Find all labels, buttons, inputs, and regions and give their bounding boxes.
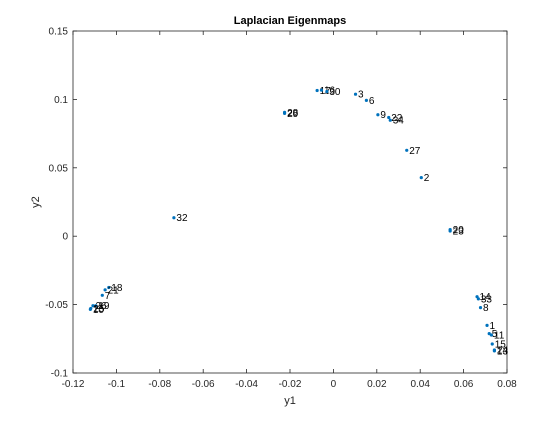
data-point — [376, 113, 380, 117]
point-label: 6 — [369, 96, 375, 107]
point-label: 29 — [287, 109, 299, 120]
x-tick-label: -0.08 — [148, 379, 171, 390]
point-label: 23 — [453, 227, 465, 238]
data-point — [319, 88, 324, 92]
chart-title: Laplacian Eigenmaps — [234, 15, 346, 27]
point-label: 8 — [483, 303, 489, 314]
data-point — [419, 176, 423, 180]
point-label: 11 — [494, 330, 505, 341]
point-label: 5 — [492, 329, 498, 340]
x-axis-label: y1 — [284, 395, 296, 407]
data-point — [315, 88, 319, 93]
point-label: 21 — [108, 285, 120, 296]
point-label: 7 — [105, 291, 111, 302]
point-label: 22 — [391, 113, 403, 124]
data-point — [353, 92, 358, 96]
plot-area — [72, 30, 508, 374]
point-label: 10 — [93, 305, 105, 316]
y-axis-label: y2 — [30, 196, 42, 208]
point-label: 20 — [453, 225, 465, 236]
point-label: 27 — [409, 146, 421, 157]
y-tick-label: -0.1 — [51, 369, 69, 380]
data-point — [485, 323, 489, 327]
data-point — [478, 306, 483, 310]
point-label: 30 — [329, 87, 341, 98]
y-axis: -0.1 -0.05 0 0.05 0.1 0.15 — [45, 27, 507, 380]
point-label: 1 — [490, 321, 496, 332]
data-point — [94, 304, 98, 308]
x-tick-label: 0.06 — [454, 379, 474, 390]
point-label: 25 — [93, 304, 105, 315]
data-point — [107, 285, 111, 290]
data-point — [172, 216, 176, 220]
data-point — [476, 297, 480, 301]
point-label: 33 — [481, 294, 493, 305]
data-point — [325, 89, 329, 94]
data-point — [492, 349, 497, 353]
data-point — [91, 304, 95, 308]
data-point — [489, 333, 493, 337]
data-point — [387, 115, 391, 120]
x-tick-label: 0 — [331, 379, 337, 390]
data-point — [448, 229, 452, 233]
point-label: 32 — [176, 213, 188, 224]
x-tick-label: 0.02 — [367, 379, 387, 390]
y-tick-label: 0.05 — [49, 163, 69, 174]
data-point — [282, 111, 287, 115]
data-point — [88, 307, 92, 311]
data-point — [364, 98, 368, 102]
point-label: 19 — [98, 301, 110, 312]
point-label: 15 — [495, 339, 507, 350]
point-label: 9 — [380, 110, 386, 121]
point-label: 16 — [324, 86, 336, 97]
x-tick-label: 0.08 — [497, 379, 517, 390]
x-tick-label: -0.06 — [192, 379, 215, 390]
point-label: 3 — [358, 90, 364, 101]
x-tick-label: -0.12 — [62, 379, 85, 390]
data-point — [100, 293, 104, 297]
y-tick-label: -0.05 — [45, 300, 68, 311]
x-tick-label: 0.04 — [410, 379, 430, 390]
data-point — [490, 342, 494, 346]
point-label: 18 — [111, 283, 123, 294]
point-label: 24 — [497, 346, 509, 357]
point-label: 14 — [480, 292, 492, 303]
y-tick-label: 0 — [62, 232, 68, 243]
point-label: 28 — [287, 108, 299, 119]
x-axis: -0.12 -0.1 -0.08 -0.06 -0.04 -0.02 0 0.02 0.04 0.… — [62, 31, 517, 390]
y-tick-label: 0.15 — [49, 27, 69, 38]
point-label: 2 — [424, 173, 430, 184]
point-label: 26 — [95, 301, 107, 312]
y-tick-label: 0.1 — [54, 95, 68, 106]
data-point — [103, 288, 107, 292]
data-point — [388, 118, 392, 122]
x-tick-label: -0.02 — [279, 379, 302, 390]
x-tick-label: -0.1 — [108, 379, 126, 390]
point-label: 13 — [497, 346, 509, 357]
data-point — [405, 148, 409, 152]
x-tick-label: -0.04 — [235, 379, 258, 390]
point-label: 34 — [393, 116, 405, 127]
